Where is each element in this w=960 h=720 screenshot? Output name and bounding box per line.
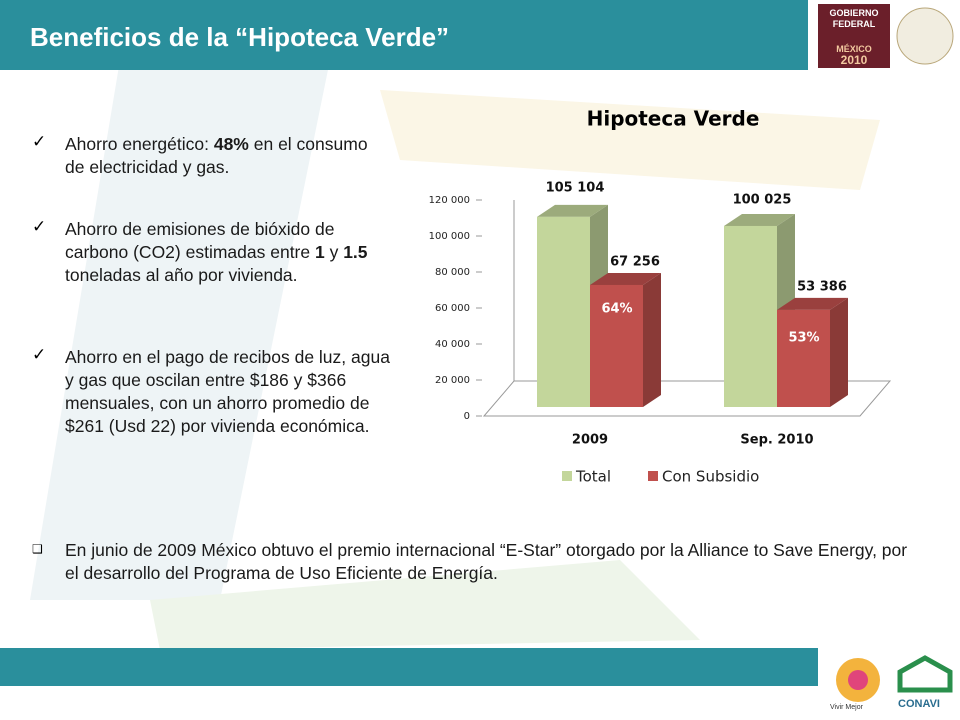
check-icon: ✓ bbox=[32, 217, 47, 236]
logo-text: Gobierno Federal MÉXICO 2010 bbox=[822, 8, 886, 66]
x-tick-label: Sep. 2010 bbox=[740, 433, 813, 448]
bar-top bbox=[724, 213, 795, 226]
bullet-text: 1.5 bbox=[343, 242, 368, 262]
title: Beneficios de la “Hipoteca Verde” bbox=[30, 22, 450, 52]
bar-side bbox=[643, 272, 661, 407]
bar-side bbox=[830, 297, 848, 407]
value-label: 67 256 bbox=[610, 255, 660, 270]
bar-top bbox=[590, 272, 661, 285]
logo-text: Gobierno bbox=[829, 8, 879, 18]
y-tick-label: 120 000 bbox=[429, 195, 470, 206]
y-tick-label: 60 000 bbox=[435, 303, 470, 314]
y-tick-label: 80 000 bbox=[435, 267, 470, 278]
bullet-text: Ahorro energético: bbox=[65, 134, 214, 154]
y-tick-label: 0 bbox=[464, 411, 470, 422]
value-label: 100 025 bbox=[733, 193, 792, 208]
conavi-logo bbox=[897, 655, 953, 693]
legend-label: Total bbox=[575, 468, 611, 486]
legend-swatch bbox=[648, 471, 658, 481]
bar-top bbox=[777, 297, 848, 310]
bullet: Ahorro energético: 48% en el consumo de … bbox=[65, 133, 390, 179]
bar-top bbox=[537, 204, 608, 217]
logo-text: CONAVI bbox=[898, 698, 940, 710]
chart-title: Hipoteca Verde bbox=[587, 107, 760, 131]
bar bbox=[590, 284, 643, 407]
legend-swatch bbox=[562, 471, 572, 481]
bar bbox=[537, 216, 590, 407]
annotation: 64% bbox=[601, 301, 632, 316]
header-bar bbox=[0, 0, 808, 70]
bullet: Ahorro de emisiones de bióxido de carbon… bbox=[65, 218, 390, 287]
bg-shape bbox=[150, 560, 700, 650]
logo-box bbox=[818, 4, 890, 68]
logo-text: 2010 bbox=[840, 53, 868, 67]
bullet-text: y bbox=[324, 242, 344, 262]
annotation: 53% bbox=[788, 330, 819, 345]
value-label: 105 104 bbox=[546, 181, 605, 196]
value-label: 53 386 bbox=[797, 280, 847, 295]
logo-text: Federal bbox=[832, 19, 876, 29]
check-icon: ✓ bbox=[32, 345, 47, 364]
bullet-text: 1 bbox=[314, 242, 325, 262]
logo-text: Vivir Mejor bbox=[830, 704, 863, 711]
bullet-text: toneladas al año por vivienda. bbox=[65, 265, 298, 285]
bullet-text: 48% bbox=[213, 134, 249, 154]
x-tick-label: 2009 bbox=[572, 433, 608, 448]
bullet-text: en el consumo de electricidad y gas. bbox=[65, 134, 368, 177]
y-tick-label: 100 000 bbox=[429, 231, 470, 242]
vivir-logo bbox=[848, 670, 868, 690]
y-tick-label: 20 000 bbox=[435, 375, 470, 386]
note: En junio de 2009 México obtuvo el premio… bbox=[65, 540, 908, 583]
bg-shape bbox=[380, 90, 880, 190]
legend-label: Con Subsidio bbox=[662, 468, 759, 486]
bullet: Ahorro en el pago de recibos de luz, agu… bbox=[65, 346, 390, 438]
y-tick-label: 40 000 bbox=[435, 339, 470, 350]
footer-bar bbox=[0, 648, 818, 686]
check-icon: ✓ bbox=[32, 132, 47, 151]
square-bullet: ❑ bbox=[32, 542, 43, 556]
bar bbox=[777, 309, 830, 407]
logo-text: MÉXICO bbox=[836, 44, 872, 54]
bullet-text: Ahorro en el pago de recibos de luz, agu… bbox=[65, 347, 390, 436]
bullet-text: Ahorro de emisiones de bióxido de carbon… bbox=[65, 219, 335, 262]
bar bbox=[724, 225, 777, 407]
seal bbox=[896, 7, 954, 65]
bg-shape bbox=[30, 60, 330, 600]
floor bbox=[482, 380, 892, 417]
